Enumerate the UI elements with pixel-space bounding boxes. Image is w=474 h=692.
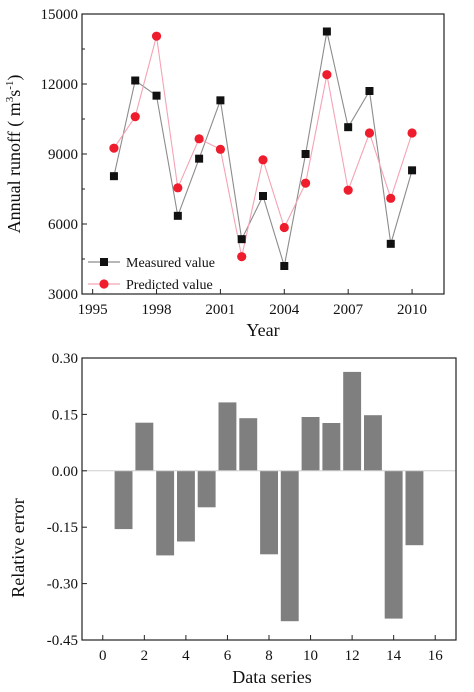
series-line-2 [113,36,413,257]
predicted-point [173,183,183,193]
bar [301,417,320,471]
series-line-1 [113,31,413,267]
y-title-part: ) [4,75,25,81]
line-chart-markers [109,27,417,270]
measured-point [173,211,182,220]
measured-point [259,192,267,200]
x-tick-label: 1998 [142,302,172,318]
predicted-point [258,155,268,165]
bar [239,418,258,471]
measured-point [237,235,246,244]
predicted-point [237,252,247,262]
measured-point [344,123,353,132]
bar [135,422,154,471]
x-tick-label: 2004 [269,302,300,318]
predicted-point [279,222,289,233]
legend-label: Measured value [126,256,215,271]
y-title-sup-neg1: -1 [4,81,16,90]
x-tick-label: 16 [428,648,444,664]
bar-chart-ticks: -0.45 -0.30 -0.15 0.00 0.15 0.30 0 2 4 6 8 10 12 14 16 [47,351,443,664]
line-chart-plot-frame [81,13,445,295]
y-title-sup-3: 3 [4,96,16,102]
measured-point [152,91,161,100]
measured-point [365,87,374,95]
measured-point [322,27,331,36]
y-tick-label: 12000 [41,77,79,93]
line-chart-ticks: 3000 6000 9000 12000 15000 1995 1998 2001 2004 20… [41,7,428,318]
x-tick-label: 10 [303,648,318,664]
line-chart: 3000 6000 9000 12000 15000 1995 1998 2001 2004 20… [4,7,445,340]
y-tick-label: 0.30 [52,351,78,367]
bar [197,470,216,508]
x-tick-label: 2007 [333,302,364,318]
bar [405,470,424,546]
x-tick-label: 6 [224,648,232,664]
bar [177,470,195,542]
line-chart-x-axis-title: Year [246,320,279,340]
y-title-part: s [4,90,24,97]
y-tick-label: -0.15 [47,520,78,536]
measured-point [280,262,289,270]
x-tick-label: 1995 [78,302,108,318]
x-tick-label: 2 [141,648,149,664]
bar [260,470,278,555]
x-tick-label: 8 [265,648,273,664]
bar-chart-y-axis-title: Relative error [8,498,28,597]
measured-point [386,239,395,248]
x-tick-label: 2010 [397,302,427,318]
legend-label: Predicted value [126,278,213,293]
predicted-point [151,31,162,41]
legend-square-marker [100,258,108,266]
bar-chart-bars [114,371,424,622]
y-tick-label: 9000 [48,147,78,163]
line-chart-lines [113,31,413,267]
predicted-point [407,128,417,138]
bar [364,415,382,471]
y-tick-label: 0.15 [52,407,78,423]
predicted-point [215,144,226,154]
bar [114,470,133,530]
predicted-point [130,112,140,122]
x-tick-label: 2001 [205,302,235,318]
y-tick-label: -0.30 [47,577,78,593]
line-chart-legend: Measured value Predicted value [88,256,215,293]
measured-point [109,172,118,181]
bar [156,470,175,556]
y-tick-label: -0.45 [47,633,78,649]
x-tick-label: 12 [345,648,360,664]
measured-point [408,166,417,175]
x-tick-label: 14 [386,648,402,664]
x-tick-label: 4 [182,648,190,664]
predicted-point [194,134,204,144]
predicted-point [343,185,353,195]
y-title-part: Annual runoff ( m [4,102,25,233]
line-chart-y-axis-title: Annual runoff ( m3s-1) [4,75,25,234]
bar [384,470,403,619]
y-tick-label: 0.00 [52,464,78,480]
measured-point [131,76,140,85]
bar [322,423,341,471]
measured-point [195,154,204,163]
y-tick-label: 6000 [48,217,78,233]
bar-chart-x-axis-title: Data series [232,667,311,687]
legend-circle-marker [99,279,109,289]
predicted-point [364,128,375,138]
measured-point [216,96,225,105]
predicted-point [109,143,119,153]
predicted-point [322,70,332,80]
predicted-point [386,193,396,203]
bar [343,371,362,471]
measured-point [301,150,310,158]
y-tick-label: 3000 [48,287,78,303]
bar-chart: -0.45 -0.30 -0.15 0.00 0.15 0.30 0 2 4 6 8 10 12 14 16… [8,351,457,687]
bar [218,402,237,471]
predicted-point [300,178,311,188]
bar [280,470,299,622]
x-tick-label: 0 [99,648,107,664]
y-tick-label: 15000 [41,7,79,23]
